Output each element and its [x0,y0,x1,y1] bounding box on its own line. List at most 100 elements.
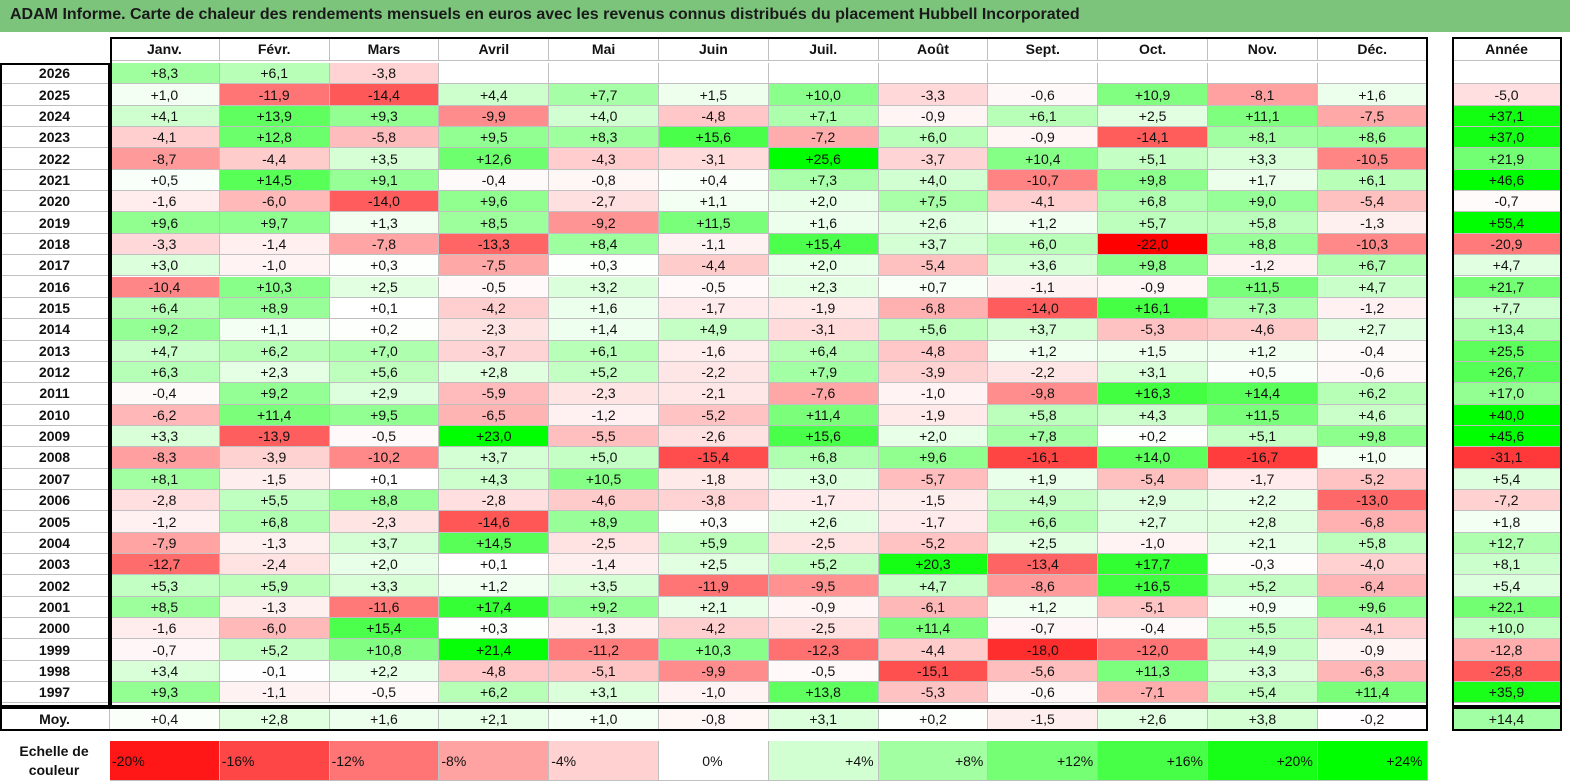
heatmap-cell: -4,1 [1317,618,1428,640]
heatmap-cell: -5,5 [549,425,659,448]
row-year-label: 2023 [0,127,110,149]
heatmap-cell: +3,6 [988,255,1099,277]
heatmap-cell: -10,4 [110,276,220,298]
average-cell: +0,2 [878,707,989,731]
heatmap-cell: +9,6 [1317,596,1428,619]
heatmap-cell [549,63,659,85]
heatmap-cell: +6,4 [768,340,879,362]
heatmap-cell: +3,7 [439,447,550,469]
heatmap-cell: +2,8 [1208,511,1318,533]
heatmap-cell: +6,2 [439,682,550,704]
heatmap-cell: -4,6 [1208,319,1318,341]
heatmap-cell: -14,1 [1098,127,1208,149]
row-year-label: 1999 [0,639,110,661]
heatmap-cell: +0,7 [878,276,989,298]
heatmap-cell: +1,6 [1317,84,1428,106]
heatmap-cell: +2,7 [1098,511,1208,533]
heatmap-cell: -6,5 [439,404,550,426]
heatmap-cell: -4,1 [988,191,1099,213]
heatmap-cell: +3,1 [549,682,659,704]
heatmap-cell: -10,5 [1317,148,1428,170]
heatmap-cell: -0,9 [878,105,989,128]
heatmap-cell: +1,2 [988,212,1099,234]
heatmap-cell: -0,8 [549,169,659,192]
heatmap-cell: -1,2 [1208,255,1318,277]
heatmap-cell: -2,8 [439,490,550,512]
heatmap-cell: +9,1 [329,169,440,192]
year-total-cell: +46,6 [1452,169,1562,192]
row-year-label: 2001 [0,596,110,619]
heatmap-cell: +5,3 [110,575,220,597]
heatmap-cell: +0,9 [1208,596,1318,619]
heatmap-cell: -11,2 [549,639,659,661]
month-header: Août [878,37,989,61]
heatmap-cell: +9,6 [439,191,550,213]
heatmap-cell: +10,4 [988,148,1099,170]
heatmap-cell: -0,4 [110,383,220,405]
heatmap-cell: -11,6 [329,596,440,619]
year-total-cell: +37,0 [1452,127,1562,149]
heatmap-cell: -22,0 [1098,233,1208,256]
heatmap-cell: +8,8 [1208,233,1318,256]
color-scale-label: Echelle de couleur [19,743,89,778]
heatmap-cell: -3,9 [219,447,330,469]
heatmap-cell: +3,4 [110,660,220,683]
row-year-label: 2017 [0,255,110,277]
heatmap-cell: +8,3 [549,127,659,149]
heatmap-cell: -16,7 [1208,447,1318,469]
heatmap-cell: +4,0 [549,105,659,128]
row-year-label: 2025 [0,84,110,106]
heatmap-cell: +9,0 [1208,191,1318,213]
heatmap-cell: -9,2 [549,212,659,234]
row-year-label: 2000 [0,618,110,640]
heatmap-cell: +8,5 [439,212,550,234]
heatmap-cell: -6,0 [219,618,330,640]
heatmap-cell: -7,5 [439,255,550,277]
heatmap-cell: +2,0 [768,191,879,213]
month-header: Sept. [988,37,1099,61]
heatmap-cell: -13,0 [1317,490,1428,512]
heatmap-cell: +1,2 [988,596,1099,619]
heatmap-cell: +5,0 [549,447,659,469]
heatmap-cell: +10,3 [219,276,330,298]
year-total-cell [1452,63,1562,85]
heatmap-cell: -5,1 [1098,596,1208,619]
heatmap-cell: -1,3 [219,532,330,555]
heatmap-cell: +4,7 [1317,276,1428,298]
color-scale-swatch: 0% [659,741,769,781]
heatmap-cell: -0,4 [1098,618,1208,640]
heatmap-cell: -4,3 [549,148,659,170]
heatmap-cell: +3,3 [329,575,440,597]
heatmap-cell: -6,8 [878,297,989,320]
year-total-cell: +21,7 [1452,276,1562,298]
heatmap-cell: +4,4 [439,84,550,106]
heatmap-cell: +11,3 [1098,660,1208,683]
heatmap-cell: +0,1 [439,554,550,576]
heatmap-cell: +6,7 [1317,255,1428,277]
heatmap-cell: -7,1 [1098,682,1208,704]
year-total-cell: +40,0 [1452,404,1562,426]
heatmap-cell: +9,8 [1098,255,1208,277]
heatmap-cell: -5,3 [1098,319,1208,341]
heatmap-cell: +4,1 [110,105,220,128]
chart-title: ADAM Informe. Carte de chaleur des rende… [10,6,1080,23]
heatmap-cell: +4,9 [659,319,769,341]
year-total-cell: +12,7 [1452,532,1562,555]
average-cell: +2,1 [439,707,550,731]
year-total-cell: -12,8 [1452,639,1562,661]
month-header: Janv. [110,37,220,61]
heatmap-cell: +6,1 [549,340,659,362]
row-year-label: 2003 [0,554,110,576]
heatmap-cell: +14,0 [1098,447,1208,469]
heatmap-cell: +0,1 [329,468,440,490]
heatmap-cell: -0,1 [219,660,330,683]
heatmap-cell: -1,5 [878,490,989,512]
heatmap-cell [439,63,550,85]
heatmap-cell: +2,9 [329,383,440,405]
heatmap-cell: +6,4 [110,297,220,320]
heatmap-cell: -11,9 [659,575,769,597]
row-year-label: 2013 [0,340,110,362]
year-total-cell: -31,1 [1452,447,1562,469]
heatmap-cell: -1,4 [549,554,659,576]
heatmap-cell: +5,1 [1098,148,1208,170]
